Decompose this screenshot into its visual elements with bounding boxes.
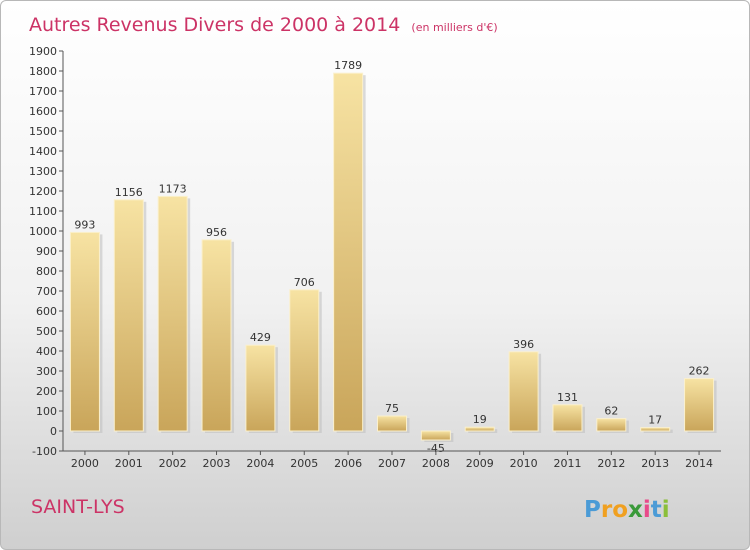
- logo-letter: r: [601, 497, 613, 523]
- value-label: 262: [689, 365, 710, 378]
- bar-2008: [420, 430, 451, 441]
- x-tick-label: 2011: [553, 457, 581, 470]
- bar-2000: [69, 231, 100, 432]
- y-axis: -100 0 100 200 300 400 500 600 700 800 900 1000 1100…: [29, 45, 64, 458]
- value-label: 993: [74, 218, 95, 231]
- bar-2006: [333, 72, 364, 432]
- value-label: 17: [648, 414, 662, 427]
- x-tick-label: 2002: [159, 457, 187, 470]
- value-label: 429: [250, 331, 271, 344]
- x-tick-label: 2006: [334, 457, 362, 470]
- y-tick-label: 1400: [29, 145, 57, 158]
- bar-2003: [201, 239, 232, 432]
- x-tick-label: 2000: [71, 457, 99, 470]
- value-label: 19: [473, 413, 487, 426]
- bar-2014: [684, 378, 715, 432]
- value-label: 62: [604, 405, 618, 418]
- x-tick-label: 2012: [597, 457, 625, 470]
- logo-letter: o: [612, 497, 628, 523]
- bar-2011: [552, 404, 583, 432]
- value-label: 1789: [334, 59, 362, 72]
- x-tick-label: 2013: [641, 457, 669, 470]
- bar-2001: [113, 199, 144, 432]
- y-tick-label: 400: [36, 345, 57, 358]
- value-label: 396: [513, 338, 534, 351]
- value-label: 1156: [115, 186, 143, 199]
- x-tick-label: 2008: [422, 457, 450, 470]
- bar-2012: [596, 418, 627, 432]
- y-tick-label: -100: [32, 445, 57, 458]
- y-tick-label: 1800: [29, 65, 57, 78]
- x-tick-label: 2005: [290, 457, 318, 470]
- x-axis: 2000 2001 2002 2003 2004 2005 2006 2007 2008 2009…: [63, 450, 721, 470]
- x-tick-label: 2010: [510, 457, 538, 470]
- y-tick-label: 1200: [29, 185, 57, 198]
- y-tick-label: 700: [36, 285, 57, 298]
- chart-subtitle: (en milliers d'€): [411, 21, 497, 34]
- y-tick-label: 800: [36, 265, 57, 278]
- y-tick-label: 200: [36, 385, 57, 398]
- y-tick-label: 600: [36, 305, 57, 318]
- chart-title-group: Autres Revenus Divers de 2000 à 2014 (en…: [29, 14, 498, 36]
- y-tick-label: 500: [36, 325, 57, 338]
- value-label: 956: [206, 226, 227, 239]
- y-tick-label: 900: [36, 245, 57, 258]
- chart-title: Autres Revenus Divers de 2000 à 2014: [29, 14, 400, 36]
- value-label: 1173: [159, 182, 187, 195]
- y-tick-label: 1600: [29, 105, 57, 118]
- x-tick-label: 2004: [246, 457, 274, 470]
- y-tick-label: 0: [50, 425, 57, 438]
- bars: 993 1156 1173 956 429 706 1789 75 -45 19 396 131 62 1…: [69, 59, 717, 455]
- bar-2009: [464, 426, 495, 432]
- x-tick-label: 2003: [203, 457, 231, 470]
- y-tick-label: 300: [36, 365, 57, 378]
- value-label: 131: [557, 391, 578, 404]
- x-tick-label: 2014: [685, 457, 713, 470]
- x-tick-label: 2009: [466, 457, 494, 470]
- value-label: 706: [294, 276, 315, 289]
- logo-letter: i: [662, 497, 670, 523]
- bar-2004: [245, 344, 276, 432]
- value-label: -45: [427, 442, 445, 455]
- y-tick-label: 100: [36, 405, 57, 418]
- bar-2013: [640, 427, 671, 432]
- logo-letter: t: [651, 497, 662, 523]
- bar-2005: [289, 289, 320, 432]
- y-tick-label: 1100: [29, 205, 57, 218]
- y-tick-label: 1000: [29, 225, 57, 238]
- value-label: 75: [385, 402, 399, 415]
- y-tick-label: 1900: [29, 45, 57, 58]
- logo-letter: P: [584, 497, 601, 523]
- bar-2010: [508, 351, 539, 432]
- y-tick-label: 1500: [29, 125, 57, 138]
- logo-letter: i: [643, 497, 651, 523]
- proxiti-logo: Proxiti: [584, 497, 670, 523]
- location-label: SAINT-LYS: [31, 496, 125, 518]
- bar-2002: [157, 195, 188, 432]
- x-tick-label: 2007: [378, 457, 406, 470]
- logo-letter: x: [628, 497, 643, 523]
- bar-2007: [377, 415, 407, 432]
- y-tick-label: 1700: [29, 85, 57, 98]
- x-tick-label: 2001: [115, 457, 143, 470]
- y-tick-label: 1300: [29, 165, 57, 178]
